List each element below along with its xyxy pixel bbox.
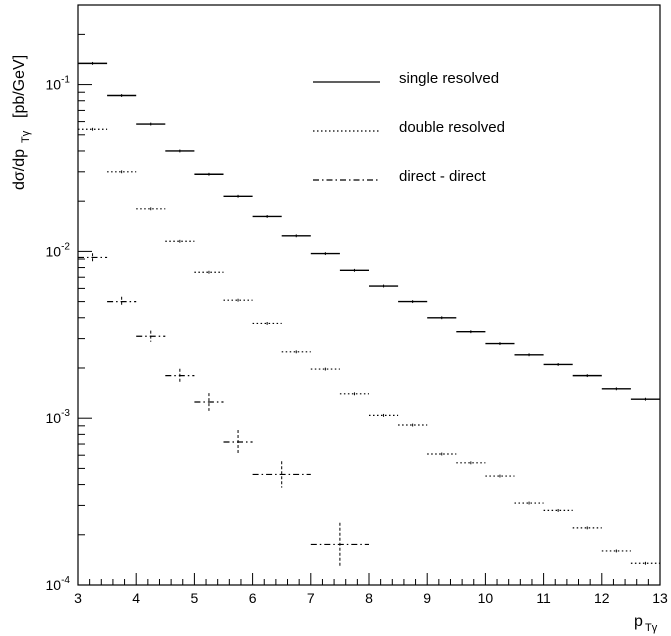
plot-frame (78, 5, 660, 585)
y-tick-label: 10-3 (46, 408, 71, 426)
legend-label: direct - direct (399, 168, 487, 185)
y-axis: 10-1 10-2 10-3 10-4 (46, 34, 92, 593)
x-tick-label: 3 (74, 590, 82, 606)
y-axis-title: dσ/dp Tγ [pb/GeV] (11, 55, 32, 190)
x-tick-label: 11 (536, 590, 551, 606)
y-axis-label: dσ/dp (11, 149, 28, 190)
x-tick-label: 9 (423, 590, 431, 606)
legend: single resolved double resolved direct - d… (313, 70, 505, 185)
x-axis: 3 4 5 6 7 8 9 10 11 12 13 (74, 573, 668, 606)
x-tick-label: 10 (478, 590, 494, 606)
legend-label: single resolved (399, 70, 499, 87)
x-tick-label: 8 (365, 590, 373, 606)
y-tick-label: 10-4 (46, 575, 71, 593)
x-axis-label: p (634, 613, 643, 630)
y-tick-label: 10-1 (46, 75, 71, 93)
series-double-resolved (78, 128, 660, 565)
x-tick-label: 12 (594, 590, 610, 606)
x-tick-label: 5 (191, 590, 199, 606)
y-tick-label: 10-2 (46, 241, 71, 259)
x-tick-label: 7 (307, 590, 315, 606)
legend-label: double resolved (399, 119, 505, 136)
x-tick-label: 13 (652, 590, 668, 606)
x-tick-label: 4 (132, 590, 140, 606)
x-axis-title: p Tγ (634, 613, 658, 634)
y-axis-label-subscript: Tγ (20, 130, 32, 143)
y-axis-units: [pb/GeV] (11, 55, 28, 118)
series-single-resolved (78, 62, 660, 401)
series-layer (78, 62, 660, 566)
x-tick-label: 6 (249, 590, 257, 606)
x-axis-label-subscript: Tγ (645, 622, 658, 634)
